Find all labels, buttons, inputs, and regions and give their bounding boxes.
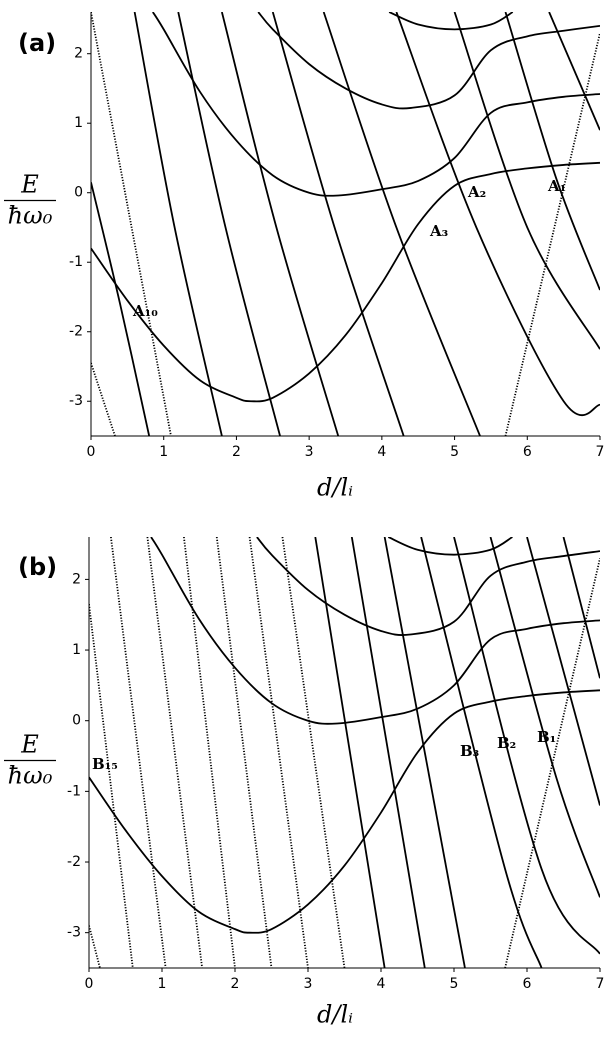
x-tick-label: 2 xyxy=(231,976,240,992)
curve xyxy=(350,537,426,968)
y-axis-label-denominator: ħω₀ xyxy=(8,762,53,790)
curve xyxy=(183,537,236,968)
curve xyxy=(281,537,346,968)
x-tick-label: 1 xyxy=(159,444,168,460)
x-tick-label: 6 xyxy=(523,444,532,460)
curve xyxy=(133,12,223,436)
x-tick-label: 3 xyxy=(304,976,313,992)
curve xyxy=(489,537,600,898)
y-tick-label: 1 xyxy=(72,642,81,658)
curve xyxy=(257,12,600,110)
curve xyxy=(91,12,172,436)
x-tick-label: 3 xyxy=(305,444,314,460)
curve xyxy=(89,925,101,968)
annotation: A₁₀ xyxy=(132,302,158,320)
x-tick-label: 6 xyxy=(523,976,532,992)
x-axis-label: d/lᵢ xyxy=(317,474,353,502)
x-tick-label: 7 xyxy=(596,444,605,460)
annotation: A₃ xyxy=(429,222,448,240)
curve xyxy=(453,537,600,955)
y-tick-label: 2 xyxy=(74,46,83,62)
annotation: A₁ xyxy=(547,177,566,195)
y-tick-label: 0 xyxy=(72,713,81,729)
curve xyxy=(548,12,600,131)
curve xyxy=(387,537,513,556)
curve xyxy=(89,604,134,968)
curve xyxy=(150,537,600,725)
y-tick-label: 1 xyxy=(74,115,83,131)
y-tick-label: -2 xyxy=(69,324,83,340)
y-tick-label: -1 xyxy=(69,254,83,270)
annotation: B₁ xyxy=(537,728,556,746)
x-tick-label: 4 xyxy=(377,976,386,992)
y-tick-label: -3 xyxy=(69,393,83,409)
x-tick-label: 0 xyxy=(85,976,94,992)
x-axis-label: d/lᵢ xyxy=(317,1001,353,1029)
y-tick-label: -2 xyxy=(67,854,81,870)
y-axis-label-denominator: ħω₀ xyxy=(8,202,53,230)
y-axis-label-numerator: E xyxy=(20,731,39,759)
y-tick-label: -3 xyxy=(67,925,81,941)
curve xyxy=(504,32,600,436)
x-tick-label: 7 xyxy=(596,976,605,992)
curve xyxy=(395,12,600,417)
curve xyxy=(314,537,386,968)
plot-area xyxy=(91,12,600,436)
curve xyxy=(221,12,340,436)
x-tick-label: 0 xyxy=(87,444,96,460)
x-tick-label: 5 xyxy=(450,976,459,992)
curve xyxy=(271,12,405,436)
curve xyxy=(177,12,281,436)
annotation: B₂ xyxy=(497,734,516,752)
y-tick-label: 0 xyxy=(74,185,83,201)
y-axis-label-numerator: E xyxy=(20,171,39,199)
plot-area xyxy=(89,537,600,968)
curve xyxy=(91,161,600,403)
x-tick-label: 1 xyxy=(158,976,167,992)
annotation: B₃ xyxy=(460,742,479,760)
curve xyxy=(388,12,514,31)
curve xyxy=(322,12,481,436)
panel-label: (a) xyxy=(18,29,56,57)
x-tick-label: 4 xyxy=(377,444,386,460)
x-tick-label: 2 xyxy=(232,444,241,460)
annotation: A₂ xyxy=(467,183,486,201)
panel-label: (b) xyxy=(18,553,57,581)
curve xyxy=(383,537,466,968)
curve xyxy=(526,537,600,806)
curve xyxy=(420,537,543,968)
curve xyxy=(152,12,600,197)
curve xyxy=(562,537,600,679)
curve xyxy=(504,557,600,968)
curve xyxy=(453,12,600,350)
curve xyxy=(504,12,600,291)
curve xyxy=(91,182,151,436)
curve xyxy=(256,537,600,636)
x-tick-label: 5 xyxy=(450,444,459,460)
curve xyxy=(146,537,204,968)
y-tick-label: 2 xyxy=(72,571,81,587)
curve xyxy=(215,537,273,968)
curve xyxy=(89,689,600,934)
curve xyxy=(110,537,167,968)
annotation: B₁₅ xyxy=(92,755,118,773)
y-tick-label: -1 xyxy=(67,783,81,799)
curve xyxy=(248,537,309,968)
curve xyxy=(91,362,116,436)
